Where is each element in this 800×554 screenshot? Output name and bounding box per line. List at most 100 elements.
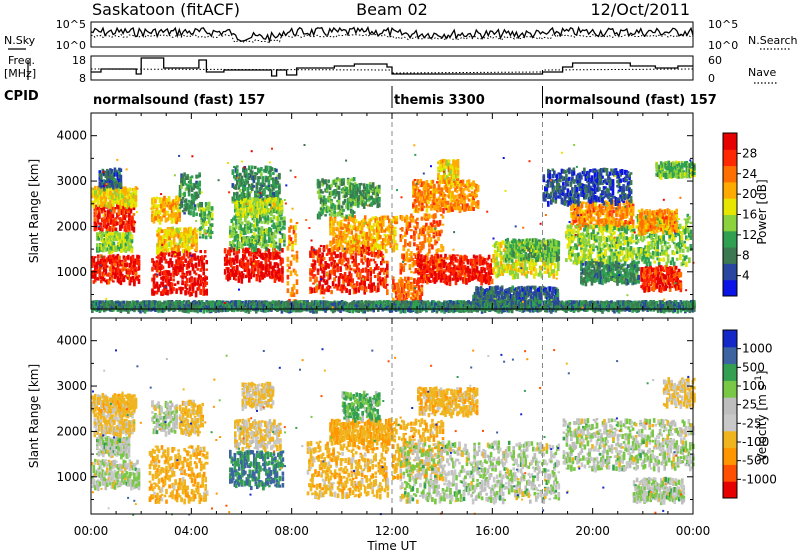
power-scatter-cell xyxy=(191,290,195,294)
power-scatter-cell xyxy=(420,284,424,288)
power-scatter-cell xyxy=(188,291,192,297)
power-scatter-cell xyxy=(309,276,312,282)
power-scatter-cell xyxy=(125,223,128,226)
power-scatter-cell xyxy=(123,205,127,210)
power-scatter-cell xyxy=(99,244,102,247)
power-scatter-cell xyxy=(116,253,120,260)
power-scatter-cell xyxy=(378,197,381,202)
power-scatter-cell xyxy=(172,207,175,212)
power-scatter-cell xyxy=(408,222,412,228)
power-scatter-cell xyxy=(188,286,192,291)
power-scatter-cell xyxy=(166,275,169,281)
power-scatter-cell xyxy=(106,176,109,182)
power-scatter-cell xyxy=(294,243,297,246)
power-scatter-cell xyxy=(106,257,109,262)
power-scatter-cell xyxy=(192,243,195,247)
power-scatter-cell xyxy=(198,172,201,175)
power-scatter-cell xyxy=(110,265,114,271)
power-scatter-cell xyxy=(106,233,110,239)
power-scatter-cell xyxy=(292,254,296,261)
power-scatter-cell xyxy=(186,175,189,180)
power-scatter-cell xyxy=(152,274,156,280)
power-scatter-cell xyxy=(106,265,109,268)
power-scatter-cell xyxy=(233,262,236,265)
power-scatter-cell xyxy=(178,267,181,273)
power-scatter-cell xyxy=(234,168,238,172)
power-scatter-cell xyxy=(181,275,184,280)
power-scatter-cell xyxy=(119,280,123,286)
power-scatter-cell xyxy=(168,241,171,247)
power-scatter-cell xyxy=(109,266,112,271)
power-scatter-cell xyxy=(178,206,182,210)
power-scatter-cell xyxy=(134,197,138,202)
power-scatter-cell xyxy=(122,187,126,194)
power-scatter-cell xyxy=(310,287,314,294)
power-scatter-cell xyxy=(109,190,112,196)
power-scatter-cell xyxy=(122,264,126,270)
power-scatter-cell xyxy=(180,232,183,238)
power-scatter-cell xyxy=(193,248,197,251)
power-scatter-cell xyxy=(209,226,212,232)
power-scatter-cell xyxy=(245,181,248,186)
power-scatter-cell xyxy=(106,231,110,234)
power-scatter-cell xyxy=(182,253,186,259)
cpid-segments: normalsound (fast) 157 themis 3300 normals… xyxy=(93,86,717,108)
power-scatter-cell xyxy=(132,220,136,224)
power-scatter-cell xyxy=(178,239,182,244)
power-scatter-cell xyxy=(193,227,197,231)
power-scatter-cell xyxy=(172,266,175,270)
power-scatter-cell xyxy=(133,202,136,207)
power-scatter-cell xyxy=(327,288,330,293)
power-scatter-cell xyxy=(158,204,162,209)
power-scatter-cell xyxy=(137,259,141,262)
power-scatter-cell xyxy=(370,288,374,293)
power-scatter-cell xyxy=(343,198,347,203)
power-scatter-cell xyxy=(109,182,112,189)
power-scatter-cell xyxy=(172,199,175,203)
power-scatter-cell xyxy=(286,269,290,273)
power-scatter-cell xyxy=(200,277,204,283)
power-scatter-cell xyxy=(379,234,382,239)
power-scatter-cell xyxy=(203,220,206,224)
power-scatter-cell xyxy=(345,234,349,238)
power-scatter-cell xyxy=(111,226,115,231)
power-scatter-cell xyxy=(109,277,112,281)
power-scatter-cell xyxy=(357,248,361,255)
power-scatter-cell xyxy=(166,213,169,216)
power-scatter-cell xyxy=(101,202,105,207)
power-scatter-cell xyxy=(112,198,115,204)
power-scatter-cell xyxy=(124,262,127,268)
power-scatter-cell xyxy=(137,274,141,278)
power-scatter-cell xyxy=(189,246,192,250)
power-scatter-cell xyxy=(120,243,123,249)
power-scatter-cell xyxy=(205,260,208,265)
power-scatter-cell xyxy=(188,252,192,257)
power-scatter-cell xyxy=(360,248,364,251)
power-scatter-cell xyxy=(267,248,271,252)
power-scatter-cell xyxy=(325,189,329,192)
power-scatter-cell xyxy=(496,261,500,266)
power-scatter-cell xyxy=(176,269,180,275)
power-scatter-cell xyxy=(316,268,320,272)
power-scatter-cell xyxy=(122,192,126,196)
power-scatter-cell xyxy=(164,258,168,264)
power-scatter-cell xyxy=(113,172,117,177)
power-scatter-cell xyxy=(435,220,439,224)
power-scatter-cell xyxy=(115,185,118,189)
power-scatter-cell xyxy=(130,194,133,200)
power-scatter-cell xyxy=(190,262,193,268)
power-scatter-cell xyxy=(436,254,440,259)
power-scatter-cell xyxy=(176,256,180,261)
power-scatter-cell xyxy=(187,199,191,203)
power-scatter-cell xyxy=(121,232,125,239)
power-scatter-cell xyxy=(204,220,208,226)
power-scatter-cell xyxy=(336,253,339,258)
power-scatter-cell xyxy=(192,236,195,241)
power-scatter-cell xyxy=(437,248,440,253)
power-scatter-cell xyxy=(98,184,102,187)
power-scatter-cell xyxy=(206,229,209,233)
power-scatter-cell xyxy=(416,290,419,296)
power-scatter-cell xyxy=(115,255,118,259)
power-scatter-cell xyxy=(244,230,247,235)
power-scatter-cell xyxy=(349,198,352,202)
